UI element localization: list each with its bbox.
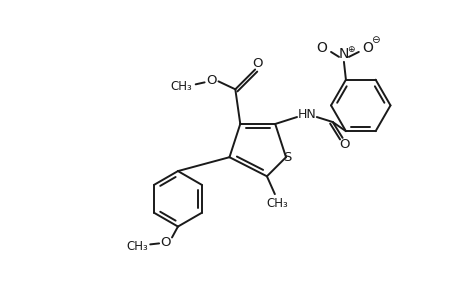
Text: HN: HN — [297, 108, 316, 121]
Text: O: O — [159, 236, 170, 249]
Text: CH₃: CH₃ — [265, 196, 287, 209]
Text: O: O — [316, 41, 327, 55]
Text: ⊕: ⊕ — [347, 46, 354, 55]
Text: N: N — [338, 47, 348, 61]
Text: ⊖: ⊖ — [370, 35, 379, 45]
Text: O: O — [362, 41, 372, 55]
Text: S: S — [282, 151, 291, 164]
Text: CH₃: CH₃ — [126, 240, 148, 253]
Text: CH₃: CH₃ — [169, 80, 191, 93]
Text: O: O — [339, 138, 349, 151]
Text: O: O — [252, 57, 262, 70]
Text: O: O — [206, 74, 216, 87]
